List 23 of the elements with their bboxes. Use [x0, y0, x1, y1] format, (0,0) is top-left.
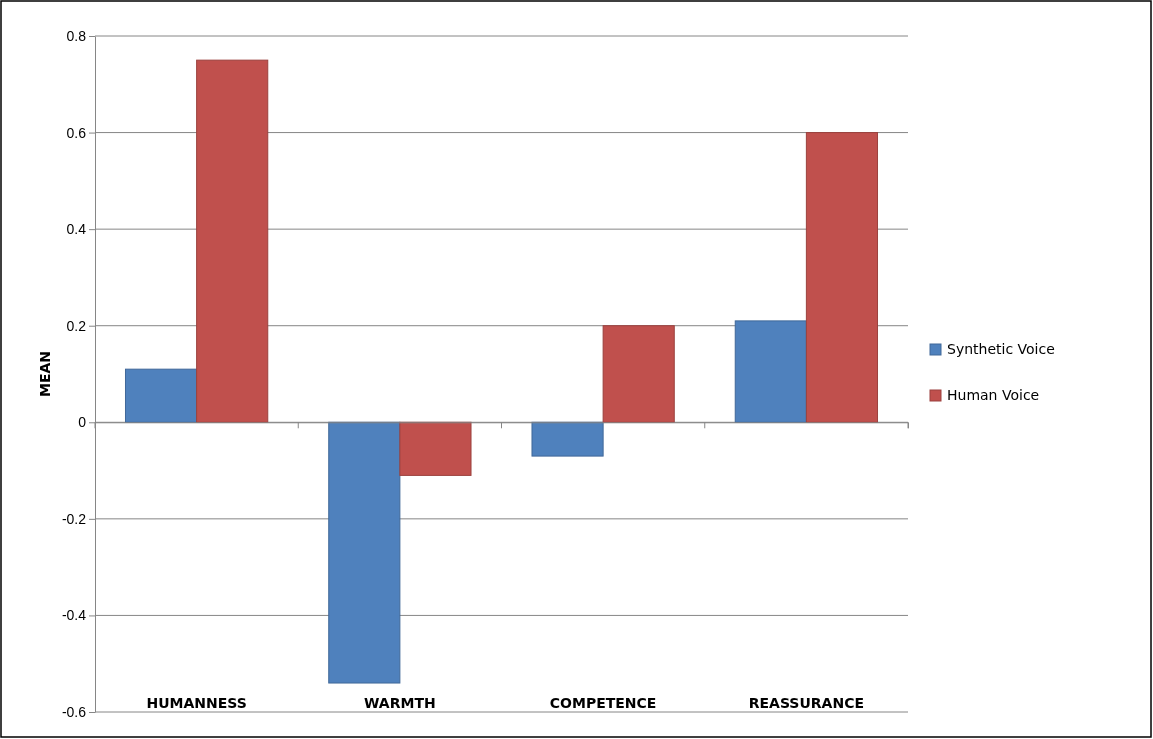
bar	[531, 421, 604, 457]
x-tick-label: WARMTH	[364, 695, 436, 711]
y-tick-label: 0.2	[66, 317, 87, 334]
bar	[602, 325, 675, 423]
y-axis-title: MEAN	[37, 350, 53, 398]
x-tick-label: COMPETENCE	[549, 695, 657, 711]
y-tick-label: -0.2	[61, 510, 87, 527]
bar	[399, 421, 472, 476]
bar	[734, 320, 807, 423]
bar	[328, 421, 401, 684]
x-tick-label: REASSURANCE	[748, 695, 865, 711]
y-tick-label: 0	[78, 414, 87, 431]
legend-label: Synthetic Voice	[947, 341, 1055, 357]
x-tick-label: HUMANNESS	[146, 695, 247, 711]
y-tick-label: 0.4	[66, 221, 87, 238]
bar	[124, 368, 198, 423]
y-tick-label: 0.8	[66, 27, 87, 44]
legend-label: Human Voice	[947, 387, 1040, 403]
bar	[805, 132, 879, 423]
y-tick-label: -0.4	[61, 607, 87, 624]
y-tick-label: -0.6	[61, 703, 87, 720]
bar	[196, 59, 269, 423]
y-tick-label: 0.6	[66, 124, 87, 141]
